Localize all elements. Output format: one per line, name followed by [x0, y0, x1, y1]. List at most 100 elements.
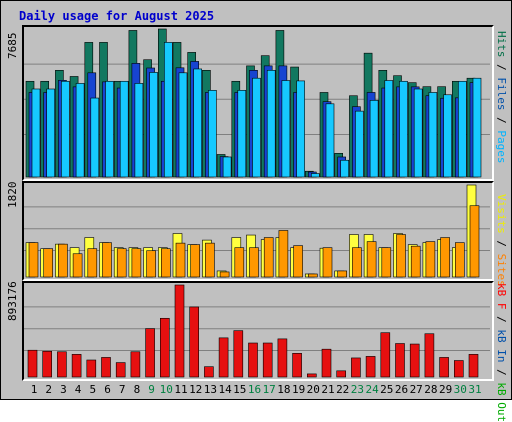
sites-bar	[116, 248, 127, 278]
kbytes-bar	[424, 333, 435, 378]
kbytes-bar	[204, 366, 214, 378]
day-label: 11	[174, 383, 188, 396]
pages-bar	[296, 80, 305, 178]
kbytes-bar	[365, 356, 376, 378]
pages-bar	[208, 90, 217, 178]
sites-bar	[337, 270, 348, 278]
day-label: 14	[218, 383, 232, 396]
day-label: 26	[394, 383, 409, 396]
sites-bar	[190, 244, 200, 278]
kbytes-bar	[306, 373, 317, 378]
sites-bar	[396, 234, 406, 278]
sites-bar	[440, 237, 450, 278]
kbytes-bar	[27, 349, 38, 378]
bar-canvas	[24, 28, 490, 378]
kbytes-bar	[71, 354, 82, 378]
day-label: 5	[89, 383, 97, 396]
kbytes-bar	[409, 343, 420, 378]
sites-bar	[249, 247, 259, 278]
day-label: 23	[350, 383, 365, 396]
pages-bar	[46, 88, 56, 178]
kbytes-bar	[380, 332, 391, 378]
kbytes-bar	[336, 370, 347, 378]
day-label: 22	[336, 383, 350, 396]
kbytes-bar	[292, 353, 302, 378]
sites-bar	[43, 248, 54, 278]
pages-bar	[413, 88, 423, 178]
sites-bar	[425, 241, 436, 278]
day-label: 20	[306, 383, 320, 396]
sites-bar	[72, 253, 83, 278]
kbytes-bar	[189, 306, 199, 378]
day-label: 13	[203, 383, 218, 396]
day-label: 25	[380, 383, 394, 396]
day-label: 17	[262, 383, 276, 396]
day-label: 8	[133, 383, 141, 396]
sites-bar	[219, 271, 230, 278]
kbytes-bar	[42, 350, 53, 378]
kbytes-bar	[130, 351, 141, 378]
sites-bar	[131, 248, 142, 278]
sites-bar	[205, 242, 215, 278]
pages-bar	[443, 94, 452, 178]
day-label: 16	[247, 383, 262, 396]
sites-bar	[175, 242, 186, 278]
kbytes-bar	[218, 337, 229, 378]
day-label: 21	[321, 383, 335, 396]
pages-bar	[266, 70, 276, 178]
kbytes-bar	[248, 342, 258, 378]
pages-bar	[428, 92, 438, 178]
sites-bar	[58, 243, 68, 278]
day-label: 18	[277, 383, 291, 396]
day-label: 28	[424, 383, 438, 396]
pages-bar	[252, 77, 261, 178]
sites-bar	[234, 247, 245, 278]
sites-bar	[366, 241, 377, 278]
kbytes-bar	[145, 328, 155, 378]
pages-bar	[105, 80, 114, 178]
day-label: 6	[104, 383, 111, 396]
kbytes-bar	[233, 330, 244, 378]
kbytes-bar	[468, 354, 479, 378]
kbytes-bar	[160, 317, 170, 378]
pages-bar	[61, 80, 70, 178]
pages-bar	[281, 80, 291, 178]
pages-bar	[472, 77, 482, 178]
kbytes-bar	[57, 351, 67, 378]
pages-bar	[119, 80, 129, 178]
kbytes-bar	[262, 342, 273, 378]
kbytes-bar	[174, 284, 185, 378]
sites-bar	[381, 247, 392, 278]
sites-bar	[352, 247, 362, 278]
pages-bar	[222, 156, 232, 178]
pages-bar	[149, 72, 158, 178]
day-label: 7	[118, 383, 126, 396]
kbytes-bar	[101, 357, 111, 378]
kbytes-bar	[86, 359, 97, 378]
chart-title: Daily usage for August 2025	[19, 9, 215, 23]
kbytes-bar	[439, 357, 449, 378]
kbytes-bar	[351, 357, 361, 378]
day-label: 9	[148, 383, 155, 396]
sites-bar	[469, 205, 480, 278]
sites-bar	[263, 237, 274, 278]
day-label: 30	[453, 383, 467, 396]
pages-bar	[75, 83, 85, 178]
pages-bar	[237, 90, 247, 178]
kbytes-bar	[277, 338, 288, 378]
kbytes-bar	[321, 348, 332, 378]
sites-bar	[161, 248, 171, 278]
day-label: 2	[45, 383, 52, 396]
sites-bar	[293, 245, 303, 278]
sites-bar	[454, 242, 465, 278]
sites-bar	[278, 230, 289, 278]
day-label: 12	[189, 383, 203, 396]
sites-bar	[322, 247, 333, 278]
pages-bar	[384, 80, 394, 178]
pages-bar	[310, 173, 320, 178]
day-label: 3	[60, 383, 67, 396]
kbytes-bar	[115, 362, 126, 378]
pages-bar	[325, 103, 335, 178]
pages-bar	[457, 80, 467, 178]
